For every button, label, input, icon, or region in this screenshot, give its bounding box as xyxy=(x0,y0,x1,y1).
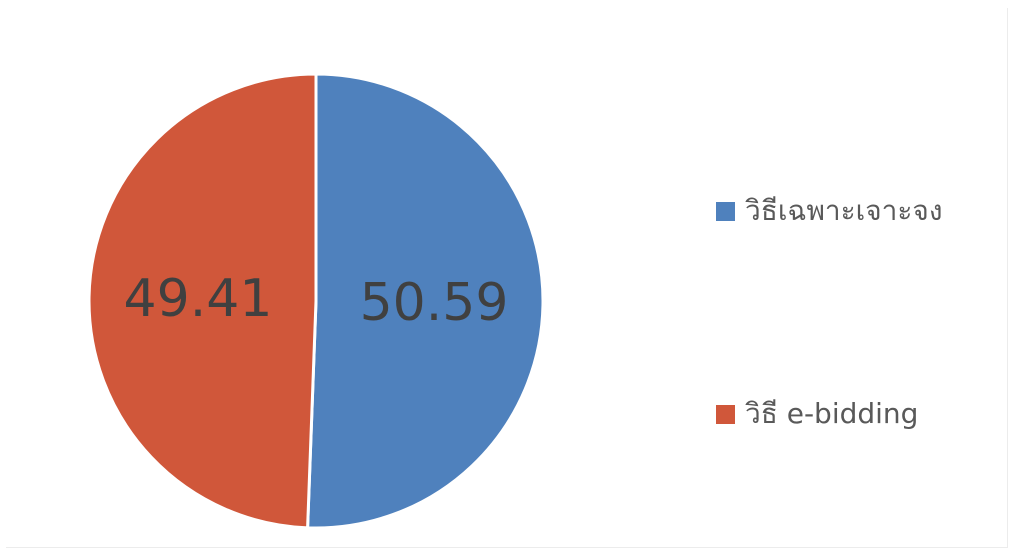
pie-outline xyxy=(88,73,544,529)
pie-data-label: 49.41 xyxy=(124,269,273,329)
legend-swatch xyxy=(716,201,735,221)
legend-item-specific-method: วิธีเฉพาะเจาะจง xyxy=(716,189,943,233)
chart-frame xyxy=(6,8,1008,548)
pie-data-label: 50.59 xyxy=(360,273,509,333)
legend-swatch xyxy=(716,404,735,424)
pie-data-labels: 50.59 49.41 xyxy=(124,269,509,333)
legend-label: วิธีเฉพาะเจาะจง xyxy=(745,194,943,227)
legend-item-e-bidding: วิธี e-bidding xyxy=(716,392,918,436)
legend-label: วิธี e-bidding xyxy=(745,397,919,430)
pie-slices xyxy=(87,72,545,530)
legend: วิธีเฉพาะเจาะจง วิธี e-bidding xyxy=(716,0,1026,559)
